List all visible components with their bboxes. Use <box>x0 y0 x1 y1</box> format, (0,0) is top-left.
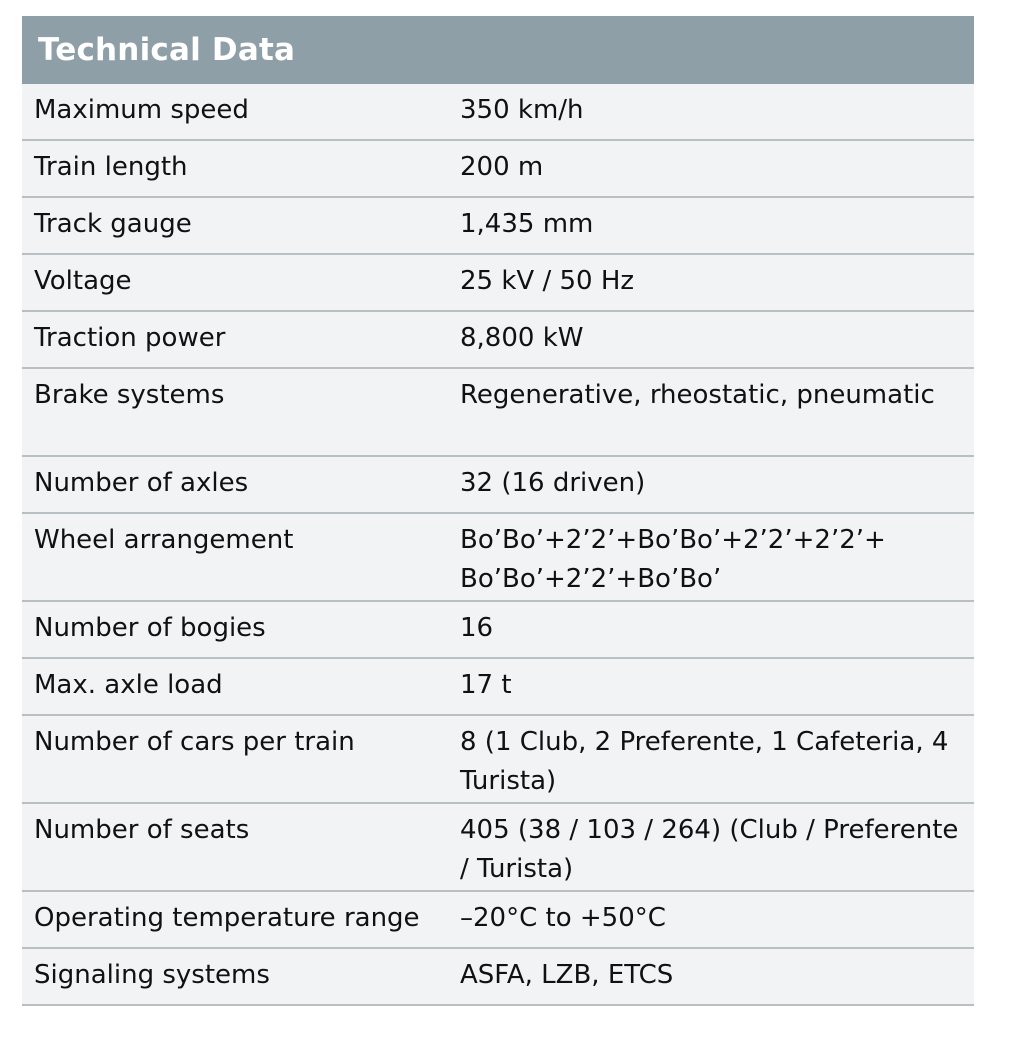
row-label: Track gauge <box>34 209 192 239</box>
row-label: Number of seats <box>34 815 250 845</box>
technical-data-table: Technical Data Maximum speed 350 km/h Tr… <box>22 16 974 1006</box>
table-row: Wheel arrangement Bo’Bo’+2’2’+Bo’Bo’+2’2… <box>22 514 974 602</box>
row-value: 25 kV / 50 Hz <box>460 266 635 296</box>
table-row: Number of cars per train 8 (1 Club, 2 Pr… <box>22 716 974 804</box>
row-label: Brake systems <box>34 380 225 410</box>
row-label: Max. axle load <box>34 670 223 700</box>
row-value: 8 (1 Club, 2 Preferente, 1 Cafeteria, 4 … <box>460 727 949 796</box>
row-label: Number of cars per train <box>34 727 355 757</box>
table-row: Max. axle load 17 t <box>22 659 974 716</box>
row-value: 1,435 mm <box>460 209 594 239</box>
row-value: Regenerative, rheostatic, pneumatic <box>460 380 935 410</box>
table-row: Number of axles 32 (16 driven) <box>22 457 974 514</box>
row-value: ASFA, LZB, ETCS <box>460 960 674 990</box>
table-row: Track gauge 1,435 mm <box>22 198 974 255</box>
table-row: Number of seats 405 (38 / 103 / 264) (Cl… <box>22 804 974 892</box>
row-label: Maximum speed <box>34 95 249 125</box>
table-row: Traction power 8,800 kW <box>22 312 974 369</box>
row-label: Traction power <box>34 323 226 353</box>
row-label: Operating temperature range <box>34 903 420 933</box>
table-row: Maximum speed 350 km/h <box>22 84 974 141</box>
row-label: Number of bogies <box>34 613 266 643</box>
table-row: Brake systems Regenerative, rheostatic, … <box>22 369 974 457</box>
table-title: Technical Data <box>22 16 974 84</box>
row-label: Number of axles <box>34 468 249 498</box>
table-row: Number of bogies 16 <box>22 602 974 659</box>
row-value: Bo’Bo’+2’2’+Bo’Bo’+2’2’+2’2’+ Bo’Bo’+2’2… <box>460 525 886 594</box>
table-row: Signaling systems ASFA, LZB, ETCS <box>22 949 974 1006</box>
row-value: 200 m <box>460 152 544 182</box>
row-label: Wheel arrangement <box>34 525 294 555</box>
row-value: 8,800 kW <box>460 323 584 353</box>
row-value: 32 (16 driven) <box>460 468 646 498</box>
table-row: Train length 200 m <box>22 141 974 198</box>
row-value: 17 t <box>460 670 512 700</box>
row-label: Voltage <box>34 266 132 296</box>
row-label: Train length <box>34 152 188 182</box>
table-row: Voltage 25 kV / 50 Hz <box>22 255 974 312</box>
row-label: Signaling systems <box>34 960 270 990</box>
table-row: Operating temperature range –20°C to +50… <box>22 892 974 949</box>
row-value: 405 (38 / 103 / 264) (Club / Preferente … <box>460 815 959 884</box>
row-value: 16 <box>460 613 494 643</box>
row-value: 350 km/h <box>460 95 584 125</box>
row-value: –20°C to +50°C <box>460 903 666 933</box>
